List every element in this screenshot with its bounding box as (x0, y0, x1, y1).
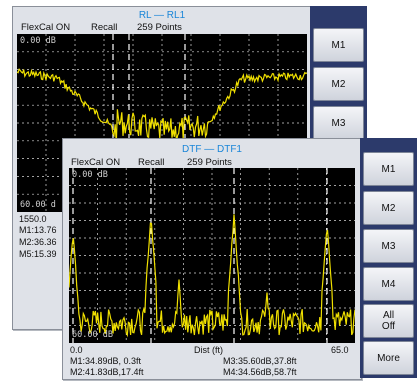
rl-flexcal-status: FlexCal ON (21, 22, 71, 33)
rl-points-count: 259 Points (137, 22, 182, 33)
dtf-softkey-m4[interactable]: M4 (363, 267, 414, 301)
dtf-trace-graph (69, 168, 355, 343)
dtf-softkey-all-off[interactable]: All Off (363, 304, 414, 338)
rl-softkey-m2[interactable]: M2 (313, 67, 364, 101)
rl-recall-status: Recall (91, 22, 118, 33)
dtf-softkey-m3[interactable]: M3 (363, 229, 414, 263)
dtf-marker-1: M1:34.89dB, 0.3ft (70, 356, 142, 366)
dtf-softkey-panel: M1 M2 M3 M4 All Off More (360, 138, 417, 378)
dtf-axis-end: 65.0 (331, 345, 349, 355)
rl-softkey-m1[interactable]: M1 (313, 28, 364, 62)
return-loss-title: RL — RL1 (138, 10, 186, 21)
dtf-trace (69, 214, 355, 338)
dtf-ref-top-label: 0.00 dB (72, 170, 108, 180)
dtf-marker-2: M2:41.83dB,17.4ft (70, 367, 144, 377)
dtf-flexcal-status: FlexCal ON (71, 157, 121, 168)
dtf-softkey-more[interactable]: More (363, 341, 414, 375)
dtf-plot-area[interactable]: 0.00 dB 60.00 dB (69, 168, 355, 343)
dtf-title: DTF — DTF1 (182, 144, 242, 155)
rl-ref-top-label: 0.00 dB (20, 36, 56, 46)
rl-marker-2: M2:36.36 (19, 237, 57, 247)
rl-marker-1: M1:13.76 (19, 225, 57, 235)
rl-axis-start: 1550.0 (19, 214, 47, 224)
rl-marker-5: M5:15.39 (19, 249, 57, 259)
dtf-softkey-m1[interactable]: M1 (363, 152, 414, 186)
dtf-axis-start: 0.0 (70, 345, 83, 355)
dtf-softkey-m2[interactable]: M2 (363, 191, 414, 225)
dtf-axis-label: Dist (ft) (194, 345, 223, 355)
return-loss-trace (17, 68, 307, 144)
dtf-marker-4: M4:34.56dB,58.7ft (223, 367, 297, 377)
dtf-points-count: 259 Points (187, 157, 232, 168)
rl-softkey-m3[interactable]: M3 (313, 106, 364, 140)
dtf-ref-bottom-label: 60.00 dB (72, 330, 113, 340)
rl-ref-bottom-label: 60.00 d (20, 200, 56, 210)
dtf-window: DTF — DTF1 FlexCal ON Recall 259 Points … (62, 138, 362, 380)
dtf-recall-status: Recall (138, 157, 165, 168)
dtf-marker-3: M3:35.60dB,37.8ft (223, 356, 297, 366)
